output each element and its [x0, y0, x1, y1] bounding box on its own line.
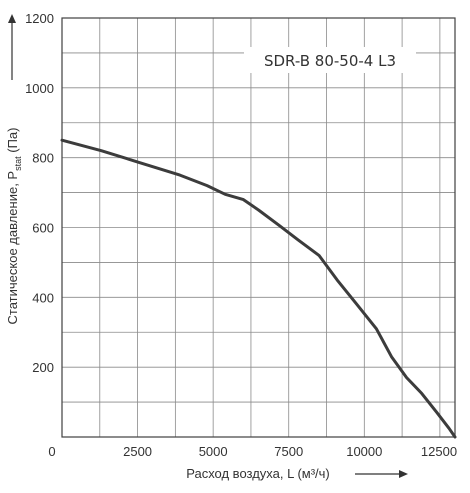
y-axis-title: Статическое давление, Pstat (Па) — [5, 128, 23, 325]
y-tick-label: 1200 — [25, 11, 54, 26]
y-axis-title-subscript: stat — [13, 156, 23, 171]
plot-frame — [61, 17, 456, 438]
x-tick-label: 12500 — [421, 444, 457, 459]
y-tick-label: 600 — [32, 221, 54, 236]
x-tick-label: 7500 — [274, 444, 303, 459]
grid — [62, 18, 455, 437]
y-tick-label: 800 — [32, 151, 54, 166]
y-tick-label: 1000 — [25, 81, 54, 96]
x-axis-title: Расход воздуха, L (м³/ч) — [186, 466, 330, 481]
y-axis-title-unit: (Па) — [5, 128, 20, 157]
x-axis-arrow — [355, 470, 408, 478]
y-tick-label: 400 — [32, 290, 54, 305]
model-label: SDR-B 80-50-4 L3 — [264, 52, 396, 70]
x-tick-label: 2500 — [123, 444, 152, 459]
x-tick-label: 10000 — [346, 444, 382, 459]
x-tick-labels: 0 2500 5000 7500 10000 12500 — [48, 444, 457, 459]
x-tick-label: 5000 — [199, 444, 228, 459]
y-axis-title-main: Статическое давление, P — [5, 171, 20, 325]
y-tick-label: 200 — [32, 360, 54, 375]
series-line — [60, 138, 457, 439]
x-tick-label: 0 — [48, 444, 55, 459]
model-label-box — [244, 47, 416, 73]
y-tick-labels: 200 400 600 800 1000 1200 — [25, 11, 54, 375]
y-axis-arrow — [8, 14, 16, 80]
